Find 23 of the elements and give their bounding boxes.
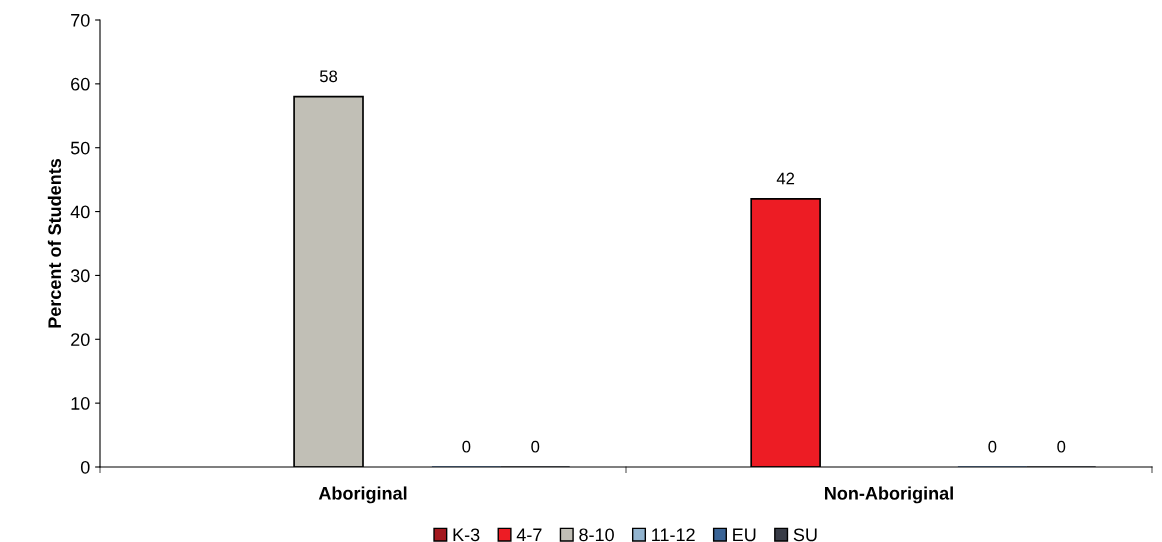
- legend-label: 11-12: [652, 528, 695, 542]
- y-tick-label: 10: [71, 397, 90, 410]
- y-tick-label: 0: [80, 460, 90, 474]
- data-label: 0: [1057, 440, 1066, 453]
- data-label: 58: [319, 70, 338, 83]
- legend-label: 4-7: [516, 528, 542, 542]
- y-tick-label: 50: [70, 141, 90, 155]
- y-tick-label: 70: [71, 13, 90, 27]
- legend-label: 8-10: [579, 528, 614, 542]
- y-tick-label: 20: [71, 333, 90, 347]
- legend-label: SU: [793, 528, 817, 542]
- y-tick-label: 60: [71, 77, 90, 91]
- legend-label: EU: [733, 528, 756, 542]
- data-label: 0: [531, 440, 540, 453]
- legend-label: K-3: [453, 528, 480, 542]
- y-axis-title: Percent of Students: [47, 158, 62, 328]
- data-label: 42: [776, 172, 795, 185]
- y-tick-label: 30: [70, 269, 90, 283]
- data-label: 0: [988, 440, 997, 453]
- data-label: 0: [462, 440, 471, 453]
- y-tick-label: 40: [70, 205, 90, 219]
- x-tick-label: Non-Aboriginal: [825, 486, 953, 504]
- x-tick-label: Aboriginal: [318, 486, 407, 504]
